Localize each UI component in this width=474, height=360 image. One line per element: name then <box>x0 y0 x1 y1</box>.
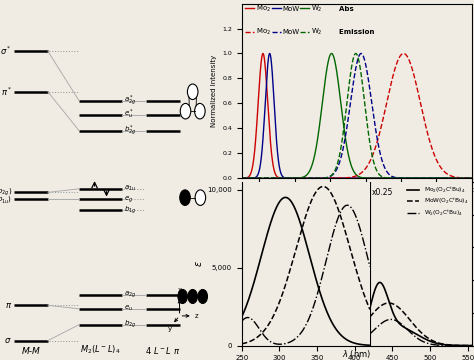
Legend: Mo$_2$, MoW, W$_2$,   Emission: Mo$_2$, MoW, W$_2$, Emission <box>245 27 374 37</box>
Text: $\lambda$ (nm): $\lambda$ (nm) <box>342 348 371 360</box>
Text: $b_{2g}$: $b_{2g}$ <box>125 319 137 330</box>
Text: $b_{2g}^*$: $b_{2g}^*$ <box>125 123 137 138</box>
Text: $4\ L^-L\ \pi$: $4\ L^-L\ \pi$ <box>145 346 181 356</box>
Text: $M_2(L^-L)_4$: $M_2(L^-L)_4$ <box>80 344 121 356</box>
Text: $\pi$: $\pi$ <box>5 301 12 310</box>
Text: x0.25: x0.25 <box>372 188 393 197</box>
Text: $\pi^*$: $\pi^*$ <box>0 86 12 98</box>
X-axis label: Wavelength / nm: Wavelength / nm <box>324 198 389 207</box>
Text: $b_{1g}$: $b_{1g}$ <box>125 204 137 216</box>
Circle shape <box>195 103 205 119</box>
Circle shape <box>195 190 206 206</box>
Y-axis label: $\epsilon$: $\epsilon$ <box>194 260 204 267</box>
Legend: Mo$_2$(O$_2$C$^t$Bu)$_4$, MoW(O$_2$C$^t$Bu)$_4$, W$_2$(O$_2$C$^t$Bu)$_4$: Mo$_2$(O$_2$C$^t$Bu)$_4$, MoW(O$_2$C$^t$… <box>407 185 469 218</box>
Text: $\delta\ (b_{2g})$: $\delta\ (b_{2g})$ <box>0 186 12 198</box>
Text: x: x <box>177 287 182 293</box>
Y-axis label: Normalized Intensity: Normalized Intensity <box>210 55 217 127</box>
Text: $\sigma^*$: $\sigma^*$ <box>0 45 12 57</box>
Text: $e_g$: $e_g$ <box>125 194 134 205</box>
Circle shape <box>188 289 198 303</box>
Text: z: z <box>195 313 199 319</box>
Text: $\delta^*(b_{1u})$: $\delta^*(b_{1u})$ <box>0 193 12 206</box>
Text: $a_{1u}$: $a_{1u}$ <box>125 184 137 193</box>
Circle shape <box>187 84 198 99</box>
Circle shape <box>180 103 191 119</box>
Text: M-M: M-M <box>22 347 40 356</box>
Text: $\sigma$: $\sigma$ <box>4 336 12 345</box>
Text: y: y <box>167 325 172 332</box>
Circle shape <box>198 289 208 303</box>
Circle shape <box>180 190 190 206</box>
Text: $a_{2g}^*$: $a_{2g}^*$ <box>125 93 137 108</box>
Text: $a_{2g}$: $a_{2g}$ <box>125 289 137 300</box>
Text: $e_u$: $e_u$ <box>125 304 134 314</box>
Text: $e_u^*$: $e_u^*$ <box>125 108 134 121</box>
Circle shape <box>178 289 187 303</box>
